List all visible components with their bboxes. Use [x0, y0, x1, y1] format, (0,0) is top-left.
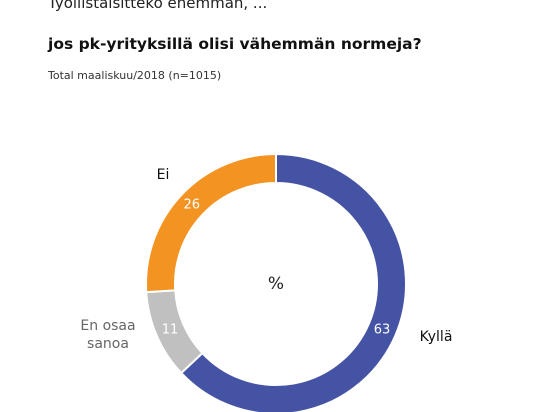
chart-title-line-2: jos pk-yrityksillä olisi vähemmän normej… — [48, 35, 422, 53]
donut-category-label-kylla: Kyllä — [420, 329, 453, 345]
donut-center-label: % — [268, 274, 284, 294]
donut-category-label-ei: Ei — [157, 167, 170, 183]
donut-value-labels: 63 11 26 — [162, 197, 391, 337]
chart-subtitle: Total maaliskuu/2018 (n=1015) — [48, 69, 222, 82]
donut-slice-kylla — [179, 152, 407, 412]
donut-value-label-en-osaa-sanoa: 11 — [162, 322, 179, 337]
chart-title-line-1: Työllistäisittekö enemmän, ... — [48, 0, 268, 12]
donut-category-labels: Kyllä En osaa sanoa Ei — [80, 167, 452, 352]
donut-value-label-ei: 26 — [184, 197, 201, 212]
donut-category-label-en-osaa-sanoa: En osaa sanoa — [80, 318, 135, 352]
donut-slice-ei — [145, 152, 277, 294]
donut-slices — [145, 152, 407, 412]
donut-value-label-kylla: 63 — [374, 322, 391, 337]
